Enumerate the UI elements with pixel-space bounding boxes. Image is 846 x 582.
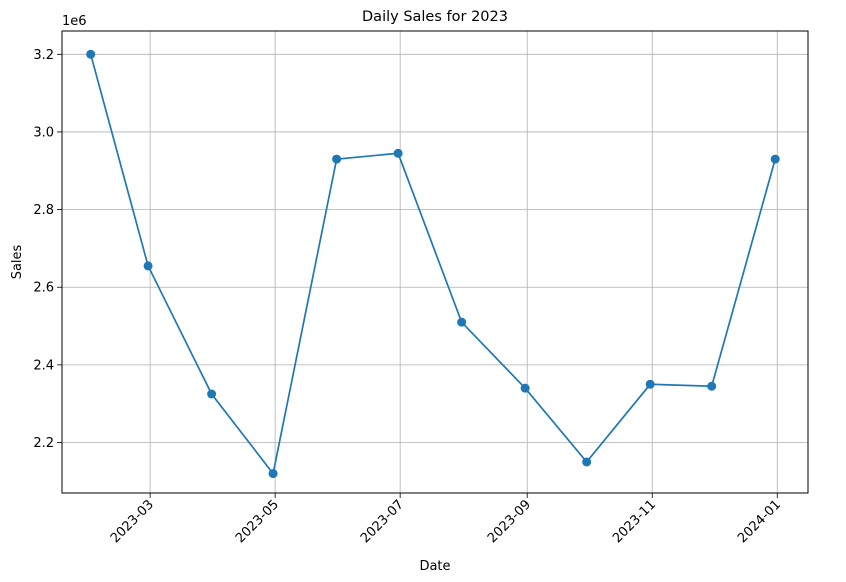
y-axis-title: Sales <box>10 244 25 279</box>
y-tick-label: 3.0 <box>33 125 54 140</box>
series-layer <box>86 49 780 479</box>
y-tick-label: 2.6 <box>33 281 54 296</box>
data-point <box>86 49 96 59</box>
series-line <box>89 54 777 476</box>
data-point <box>332 154 342 164</box>
data-point <box>770 154 780 164</box>
data-point <box>707 381 717 391</box>
plot-frame <box>61 30 809 494</box>
data-point <box>207 389 217 399</box>
y-tick-label: 3.2 <box>33 48 54 63</box>
x-axis-title: Date <box>419 559 450 574</box>
y-axis: 2.2 2.4 2.6 2.8 3.0 3.2 <box>33 48 62 451</box>
y-tick-label: 2.2 <box>33 436 54 451</box>
y-axis-offset-label: 1e6 <box>62 14 87 29</box>
data-point <box>143 261 153 271</box>
data-point <box>582 457 592 467</box>
data-point <box>457 317 467 327</box>
y-tick-label: 2.8 <box>33 203 54 218</box>
data-point <box>268 469 278 479</box>
data-point <box>520 383 530 393</box>
data-point <box>393 148 403 158</box>
data-point <box>645 379 655 389</box>
y-tick-label: 2.4 <box>33 358 54 373</box>
grid <box>62 31 808 493</box>
chart-title: Daily Sales for 2023 <box>362 9 508 25</box>
